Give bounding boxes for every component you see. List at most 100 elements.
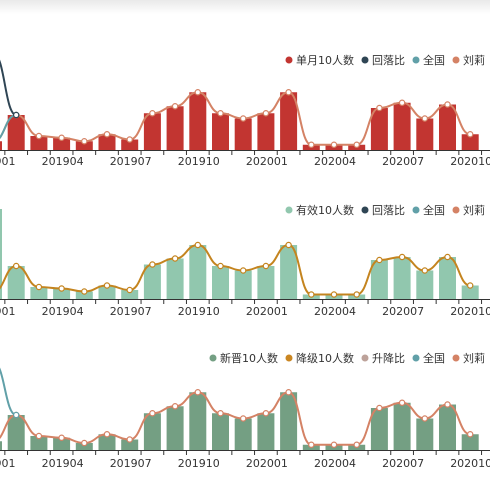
point-刘莉-202005 [353, 441, 360, 448]
bar-201910 [189, 245, 207, 299]
point-刘莉-202004 [330, 441, 338, 448]
bar-202001 [257, 113, 275, 150]
bar-201901 [0, 441, 2, 450]
bar-201912 [234, 118, 252, 150]
point-刘莉-202009 [444, 101, 451, 108]
point-刘莉-201903 [35, 283, 43, 291]
point-刘莉-201909 [171, 255, 179, 262]
bar-201911 [212, 413, 229, 450]
point-刘莉-202002 [285, 389, 292, 396]
legend-marker [412, 56, 420, 64]
bar-201911 [212, 266, 229, 299]
legend-label: 回落比 [372, 204, 405, 217]
point-刘莉-202009 [444, 401, 451, 408]
bar-202007 [393, 402, 411, 450]
point-刘莉-202007 [398, 399, 406, 406]
legend: 刘莉 全国 回落比 有效10人数 [285, 203, 485, 217]
point-刘莉-202008 [421, 415, 428, 422]
chart-panel-3: 201901 201904 201907 201910 202001 202004 2020… [0, 351, 490, 470]
point-刘莉-201905 [81, 138, 88, 145]
legend-label: 降级10人数 [296, 351, 354, 365]
plot-area [0, 59, 479, 150]
legend-label: 新晋10人数 [220, 351, 278, 365]
point-刘莉-202006 [376, 256, 383, 264]
point-刘莉-201909 [171, 103, 179, 110]
x-tick-label: 201904 [42, 457, 84, 470]
bar-202010 [461, 134, 479, 150]
bar-202001 [257, 413, 275, 450]
point-刘莉-201908 [149, 410, 156, 417]
bar-201907 [121, 439, 139, 450]
bar-201908 [143, 264, 161, 299]
bar-201901 [0, 209, 2, 299]
legend-marker [452, 354, 460, 362]
point-刘莉-201903 [35, 432, 43, 440]
point-刘莉-201903 [35, 132, 43, 140]
bar-201905 [75, 443, 93, 450]
bar-201909 [166, 258, 184, 299]
point-刘莉-202006 [376, 104, 383, 112]
bar-202010 [461, 285, 479, 299]
bar-201902 [7, 115, 25, 150]
bar-202006 [370, 260, 388, 299]
bar-201904 [53, 288, 71, 299]
bar-201902 [7, 415, 25, 450]
x-tick-label: 202010 [450, 457, 490, 470]
x-tick-label: 202001 [246, 305, 288, 318]
point-全国-201902 [13, 411, 20, 419]
x-tick-label: 201901 [0, 457, 16, 470]
point-刘莉-202005 [353, 291, 360, 298]
point-刘莉-202001 [262, 410, 270, 417]
legend-label: 全国 [423, 203, 445, 217]
x-tick-label: 201910 [178, 155, 220, 168]
chart-panel-1: 201901 201904 201907 201910 202001 202004 2020… [0, 53, 490, 168]
bar-201906 [98, 134, 116, 150]
legend-label: 有效10人数 [296, 203, 354, 217]
x-tick-label: 201910 [178, 457, 220, 470]
legend-marker [209, 354, 217, 362]
x-tick-label: 202007 [382, 155, 424, 168]
point-刘莉-202008 [421, 267, 428, 274]
bar-201909 [166, 106, 184, 150]
point-刘莉-201908 [149, 261, 156, 268]
bar-202002 [280, 392, 298, 450]
legend-marker [285, 56, 293, 64]
point-刘莉-201907 [126, 286, 133, 294]
x-tick-label: 202004 [314, 457, 356, 470]
point-刘莉-201904 [58, 285, 65, 292]
legend-label: 刘莉 [463, 204, 485, 217]
legend: 刘莉 全国 升降比 降级10人数 新晋10人数 [209, 351, 485, 365]
line-全国 [0, 367, 17, 416]
legend-label: 全国 [423, 351, 445, 365]
point-刘莉-201912 [239, 267, 247, 274]
point-刘莉-202007 [398, 99, 406, 106]
point-刘莉-201907 [126, 436, 133, 443]
point-刘莉-202002 [285, 241, 292, 249]
point-刘莉-202006 [376, 404, 383, 412]
bar-201910 [189, 392, 207, 450]
legend-label: 全国 [423, 53, 445, 67]
line-刘莉 [0, 391, 471, 446]
point-刘莉-201910 [194, 389, 201, 396]
point-刘莉-202009 [444, 253, 451, 261]
legend-label: 升降比 [372, 351, 405, 365]
point-刘莉-201911 [217, 110, 224, 117]
bar-201912 [234, 418, 252, 450]
point-刘莉-201911 [217, 410, 224, 417]
legend-label: 刘莉 [463, 352, 485, 365]
x-tick-label: 202010 [450, 305, 490, 318]
point-刘莉-201904 [58, 434, 65, 441]
bar-201903 [30, 436, 48, 450]
point-刘莉-201905 [81, 439, 88, 447]
line-刘莉 [0, 91, 471, 146]
point-刘莉-201910 [194, 241, 201, 249]
bar-201908 [143, 413, 161, 450]
legend-marker [285, 354, 293, 362]
bar-201905 [75, 291, 93, 299]
point-刘莉-201906 [103, 131, 111, 138]
legend: 刘莉 全国 回落比 单月10人数 [285, 53, 485, 67]
point-刘莉-202003 [308, 291, 315, 298]
point-刘莉-201906 [103, 282, 111, 289]
bar-202009 [439, 404, 456, 450]
